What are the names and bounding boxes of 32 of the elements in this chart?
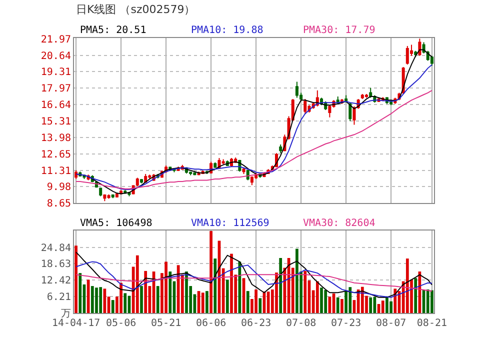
x-tick-label: 14-04-17 [52,318,100,329]
text: PMA5: 20.51 [80,25,146,36]
text: PMA30: 17.79 [303,25,376,36]
x-tick-label: 06-23 [240,318,272,329]
x-tick-label: 06-06 [196,318,226,329]
y-tick-label: 9.98 [46,182,71,194]
y-tick-label: 24.84 [40,242,71,254]
text: VMA10: 112569 [191,218,270,229]
y-tick-label: 18.63 [40,259,71,270]
x-tick-label: 07-23 [330,318,362,329]
x-tick-label: 07-08 [286,318,316,329]
text: VMA30: 82604 [303,218,376,229]
text: PMA10: 19.88 [191,25,264,36]
y-tick-label: 13.98 [40,132,71,144]
y-tick-label: 17.97 [40,84,71,95]
y-tick-label: 21.97 [40,34,71,46]
x-tick-label: 05-06 [106,318,136,329]
x-tick-label: 05-21 [150,318,182,329]
chart-title: 日K线图 （sz002579） [76,3,196,16]
y-tick-label: 12.65 [40,149,71,160]
x-tick-label: 08-07 [376,318,406,329]
y-tick-label: 11.31 [40,166,71,177]
y-tick-label: 6.21 [46,292,71,304]
y-tick-label: 12.42 [40,276,71,287]
y-tick-label: 万 [61,308,71,320]
y-tick-label: 20.64 [40,50,71,62]
text: VMA5: 106498 [80,218,152,229]
y-tick-label: 19.31 [40,67,71,78]
y-tick-label: 16.64 [40,100,71,112]
y-tick-label: 8.65 [46,198,71,210]
x-tick-label: 08-21 [416,318,448,329]
y-tick-label: 15.31 [40,116,71,128]
